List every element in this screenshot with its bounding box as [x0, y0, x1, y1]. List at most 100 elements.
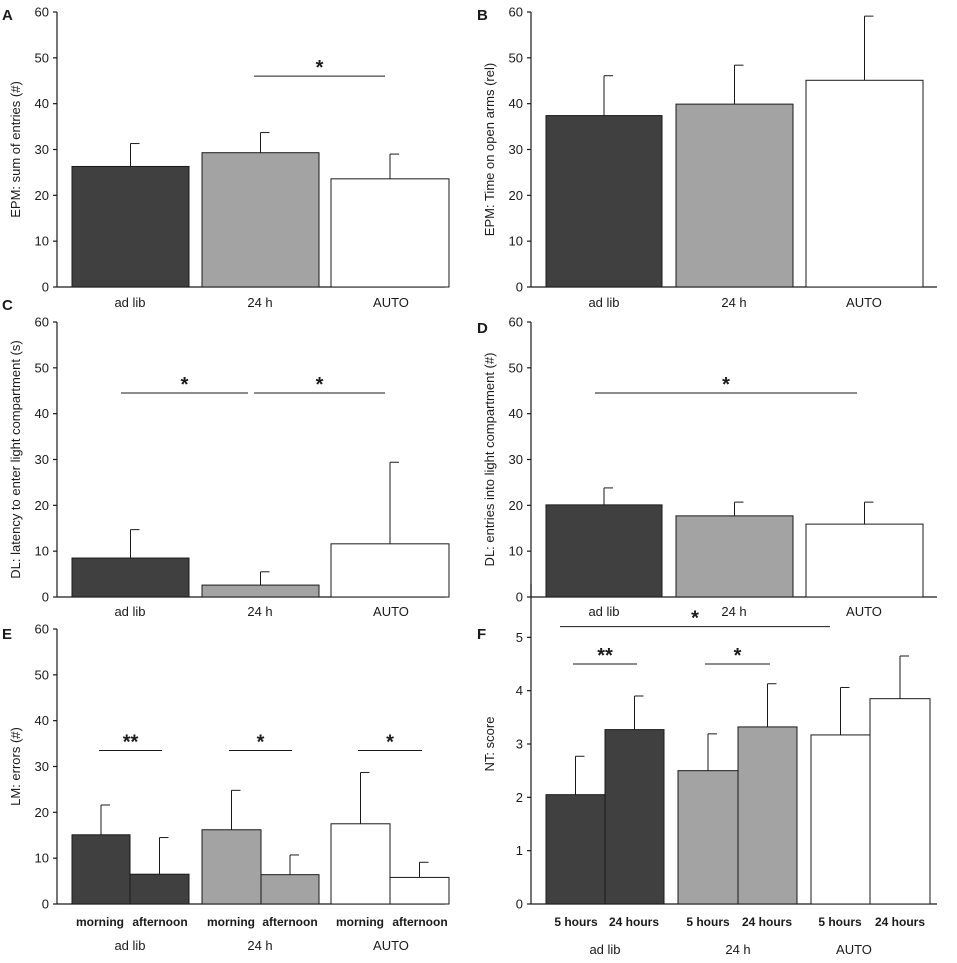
bar-auto: [805, 523, 924, 598]
y-tick-label: 20: [509, 498, 523, 513]
y-tick-label: 20: [35, 498, 49, 513]
y-tick-label: 2: [516, 790, 523, 805]
bar-auto-morning: [330, 823, 391, 905]
panel-e: E LM: errors (#) 0 10 20 30 40 50 60 ad lib 24 h AU…: [2, 622, 450, 953]
panel-letter: F: [477, 626, 486, 643]
y-tick-label: 40: [509, 406, 523, 421]
category-label: ad lib: [114, 938, 145, 953]
y-tick-label: 10: [35, 544, 49, 559]
y-tick-label: 30: [509, 142, 523, 157]
category-label: AUTO: [373, 604, 409, 619]
bar-auto-24-hours: [869, 698, 931, 905]
y-tick-label: 60: [35, 5, 49, 20]
category-label: AUTO: [836, 942, 872, 957]
panel-letter: B: [477, 7, 488, 24]
bar-24-h-5-hours: [677, 770, 739, 905]
bar-24-h: [675, 103, 794, 288]
y-tick-label: 40: [35, 96, 49, 111]
category-label: AUTO: [846, 604, 882, 619]
category-label: ad lib: [589, 942, 620, 957]
significance-marker: **: [597, 645, 613, 667]
category-label: AUTO: [846, 295, 882, 310]
subcategory-label: 24 hours: [875, 915, 925, 929]
y-tick-label: 10: [35, 851, 49, 866]
y-tick-label: 0: [516, 280, 523, 295]
bar-auto: [805, 79, 924, 288]
y-tick-label: 50: [509, 360, 523, 375]
y-tick-label: 20: [35, 188, 49, 203]
y-tick-label: 5: [516, 630, 523, 645]
bar-ad-lib: [545, 115, 663, 288]
panel-c: C DL: latency to enter light compartment …: [2, 297, 450, 619]
subcategory-label: 5 hours: [818, 915, 862, 929]
subcategory-label: afternoon: [392, 915, 447, 929]
bar-auto-afternoon: [389, 876, 450, 905]
y-tick-label: 10: [509, 234, 523, 249]
bar-ad-lib-afternoon: [129, 873, 190, 905]
y-tick-label: 20: [509, 188, 523, 203]
bar-24-h-24-hours: [737, 726, 798, 905]
panel-f: F NT: score 0 1 2 3 4 5 ad lib 24 h AUTO 5 hours 24 …: [477, 584, 937, 957]
y-tick-label: 30: [35, 142, 49, 157]
category-label: 24 h: [247, 604, 272, 619]
bar-ad-lib: [71, 557, 190, 598]
y-tick-label: 50: [35, 360, 49, 375]
y-tick-label: 30: [35, 452, 49, 467]
bar-auto: [330, 178, 450, 288]
subcategory-label: 5 hours: [554, 915, 598, 929]
y-tick-label: 40: [35, 406, 49, 421]
panel-d: D DL: entries into light compartment (#) 0…: [477, 315, 937, 619]
significance-marker: **: [123, 731, 139, 753]
category-label: ad lib: [588, 604, 619, 619]
y-axis-label: DL: latency to enter light compartment (…: [8, 340, 23, 578]
y-tick-label: 60: [35, 622, 49, 637]
subcategory-label: afternoon: [262, 915, 317, 929]
category-label: ad lib: [114, 604, 145, 619]
category-label: ad lib: [114, 295, 145, 310]
significance-marker: *: [386, 731, 394, 753]
significance-marker: *: [691, 608, 699, 630]
subcategory-label: morning: [336, 915, 384, 929]
y-axis-label: EPM: sum of entries (#): [8, 81, 23, 218]
y-tick-label: 0: [42, 280, 49, 295]
significance-marker: *: [257, 731, 265, 753]
category-label: 24 h: [247, 295, 272, 310]
significance-marker: *: [181, 374, 189, 396]
bar-ad-lib-5-hours: [545, 794, 606, 905]
category-label: 24 h: [721, 295, 746, 310]
y-tick-label: 40: [35, 713, 49, 728]
y-tick-label: 3: [516, 737, 523, 752]
y-tick-label: 60: [509, 5, 523, 20]
subcategory-label: 24 hours: [742, 915, 792, 929]
y-tick-label: 30: [35, 759, 49, 774]
y-tick-label: 0: [516, 590, 523, 605]
y-tick-label: 50: [509, 50, 523, 65]
significance-marker: *: [316, 374, 324, 396]
y-tick-label: 0: [42, 590, 49, 605]
significance-marker: *: [722, 374, 730, 396]
y-axis-label: LM: errors (#): [8, 727, 23, 806]
y-tick-label: 0: [42, 897, 49, 912]
y-tick-label: 40: [509, 96, 523, 111]
y-tick-label: 10: [509, 544, 523, 559]
significance-marker: *: [734, 645, 742, 667]
bar-24-h: [675, 515, 794, 598]
y-tick-label: 0: [516, 897, 523, 912]
subcategory-label: morning: [207, 915, 255, 929]
y-axis-label: EPM: Time on open arms (rel): [482, 63, 497, 236]
bar-24-h: [201, 584, 320, 598]
category-label: AUTO: [373, 938, 409, 953]
subcategory-label: afternoon: [132, 915, 187, 929]
panel-letter: C: [2, 297, 13, 314]
category-label: 24 h: [721, 604, 746, 619]
y-tick-label: 10: [35, 234, 49, 249]
category-label: 24 h: [725, 942, 750, 957]
y-axis-label: NT: score: [482, 717, 497, 772]
bar-ad-lib: [71, 165, 190, 288]
bar-auto: [330, 543, 450, 598]
bar-24-h: [201, 152, 320, 288]
bar-ad-lib-24-hours: [604, 729, 665, 905]
y-tick-label: 20: [35, 805, 49, 820]
y-tick-label: 60: [35, 315, 49, 330]
